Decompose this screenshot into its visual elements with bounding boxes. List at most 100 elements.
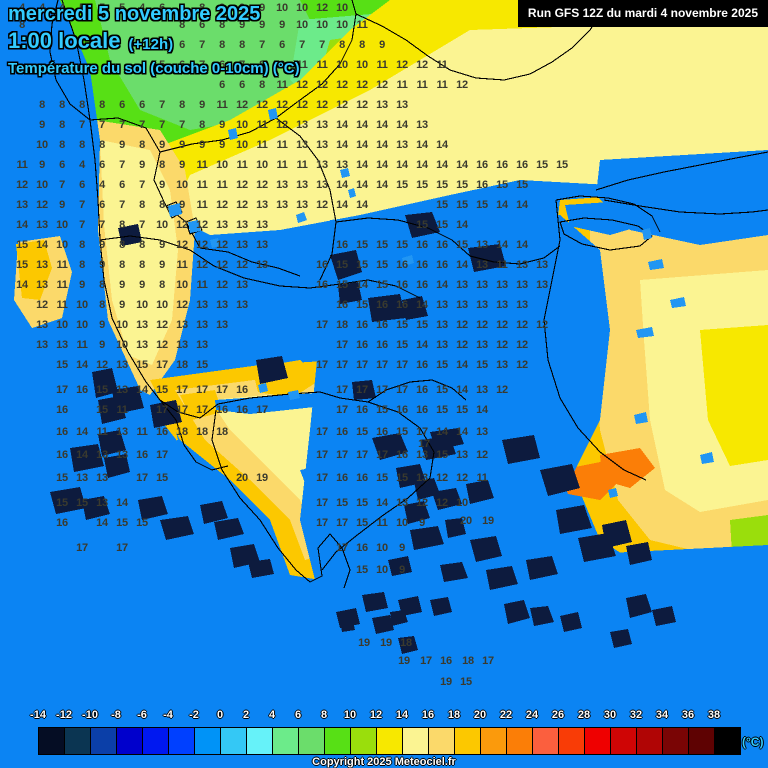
grid-temperature-value: 15 bbox=[436, 199, 448, 211]
grid-temperature-value: 12 bbox=[276, 119, 288, 131]
grid-temperature-value: 12 bbox=[36, 299, 48, 311]
legend-swatch bbox=[351, 728, 377, 754]
grid-temperature-value: 16 bbox=[436, 239, 448, 251]
legend-tick: 14 bbox=[395, 709, 409, 721]
grid-temperature-value: 16 bbox=[336, 299, 348, 311]
grid-temperature-value: 10 bbox=[296, 19, 308, 31]
grid-temperature-value: 6 bbox=[79, 179, 85, 191]
grid-temperature-value: 13 bbox=[536, 259, 548, 271]
grid-temperature-value: 4 bbox=[139, 2, 145, 14]
grid-temperature-value: 16 bbox=[416, 359, 428, 371]
grid-temperature-value: 4 bbox=[59, 2, 65, 14]
grid-temperature-value: 9 bbox=[99, 259, 105, 271]
grid-temperature-value: 16 bbox=[356, 542, 368, 554]
grid-temperature-value: 13 bbox=[476, 426, 488, 438]
legend-swatch bbox=[39, 728, 65, 754]
legend-tick: 18 bbox=[447, 709, 461, 721]
grid-temperature-value: 6 bbox=[179, 39, 185, 51]
grid-temperature-value: 6 bbox=[159, 2, 165, 14]
grid-temperature-value: 9 bbox=[179, 199, 185, 211]
grid-temperature-value: 14 bbox=[356, 159, 368, 171]
grid-temperature-value: 13 bbox=[116, 449, 128, 461]
grid-temperature-value: 8 bbox=[179, 99, 185, 111]
grid-temperature-value: 16 bbox=[416, 259, 428, 271]
legend-tick-labels: -14 -12 -10 -8 -6 -4 -2 0 2 4 6 8 10 12 14 16 18 20 22 24 26… bbox=[0, 709, 768, 725]
grid-temperature-value: 16 bbox=[396, 449, 408, 461]
grid-temperature-value: 13 bbox=[396, 497, 408, 509]
grid-temperature-value: 15 bbox=[356, 259, 368, 271]
grid-temperature-value: 16 bbox=[356, 472, 368, 484]
grid-temperature-value: 19 bbox=[398, 655, 410, 667]
grid-temperature-value: 12 bbox=[356, 99, 368, 111]
grid-temperature-value: 14 bbox=[36, 239, 48, 251]
grid-temperature-value: 11 bbox=[276, 79, 288, 91]
grid-temperature-value: 12 bbox=[456, 319, 468, 331]
grid-temperature-value: 6 bbox=[219, 59, 225, 71]
legend-tick: 32 bbox=[629, 709, 643, 721]
temperature-map[interactable]: 4 4 4 5 5 5 4 6 7 8 9 9 9 10 10 12 10 8 8 6 8 9 9 9 10 10 10 11 5 6 7 8… bbox=[0, 0, 768, 705]
grid-temperature-value: 15 bbox=[476, 359, 488, 371]
grid-temperature-value: 9 bbox=[139, 279, 145, 291]
grid-temperature-value: 8 bbox=[39, 99, 45, 111]
grid-temperature-value: 9 bbox=[39, 119, 45, 131]
grid-temperature-value: 12 bbox=[416, 59, 428, 71]
legend-tick: -4 bbox=[163, 709, 173, 721]
grid-temperature-value: 15 bbox=[376, 472, 388, 484]
grid-temperature-value: 14 bbox=[456, 159, 468, 171]
grid-temperature-value: 15 bbox=[556, 159, 568, 171]
grid-temperature-value: 15 bbox=[136, 517, 148, 529]
grid-temperature-value: 10 bbox=[456, 497, 468, 509]
grid-temperature-value: 13 bbox=[256, 219, 268, 231]
grid-temperature-value: 9 bbox=[119, 299, 125, 311]
legend-tick: -8 bbox=[111, 709, 121, 721]
forecast-date-label: mercredi 5 novembre 2025 bbox=[8, 3, 261, 25]
grid-temperature-value: 11 bbox=[176, 259, 188, 271]
grid-temperature-value: 13 bbox=[216, 319, 228, 331]
grid-temperature-value: 8 bbox=[179, 19, 185, 31]
grid-temperature-value: 10 bbox=[336, 2, 348, 14]
grid-temperature-value: 9 bbox=[399, 564, 405, 576]
grid-temperature-value: 16 bbox=[236, 384, 248, 396]
grid-temperature-value: 12 bbox=[276, 99, 288, 111]
grid-temperature-value: 17 bbox=[356, 384, 368, 396]
grid-temperature-value: 12 bbox=[176, 219, 188, 231]
grid-temperature-value: 8 bbox=[119, 219, 125, 231]
grid-temperature-value: 9 bbox=[239, 2, 245, 14]
grid-temperature-value: 13 bbox=[476, 239, 488, 251]
legend-swatch bbox=[689, 728, 715, 754]
grid-temperature-value: 13 bbox=[436, 299, 448, 311]
grid-temperature-value: 12 bbox=[456, 472, 468, 484]
grid-temperature-value: 12 bbox=[516, 359, 528, 371]
grid-temperature-value: 9 bbox=[179, 159, 185, 171]
grid-temperature-value: 11 bbox=[496, 259, 508, 271]
grid-temperature-value: 15 bbox=[356, 497, 368, 509]
grid-temperature-value: 13 bbox=[36, 219, 48, 231]
grid-temperature-value: 17 bbox=[316, 517, 328, 529]
grid-temperature-value: 15 bbox=[416, 179, 428, 191]
grid-temperature-value: 7 bbox=[79, 119, 85, 131]
grid-temperature-value: 17 bbox=[196, 384, 208, 396]
legend-swatch bbox=[273, 728, 299, 754]
grid-temperature-value: 13 bbox=[56, 339, 68, 351]
map-graphic bbox=[14, 0, 768, 690]
grid-temperature-value: 6 bbox=[219, 79, 225, 91]
grid-temperature-value: 9 bbox=[39, 159, 45, 171]
legend-tick: 2 bbox=[242, 709, 250, 721]
grid-temperature-value: 15 bbox=[136, 359, 148, 371]
grid-temperature-value: 4 bbox=[79, 159, 85, 171]
grid-temperature-value: 8 bbox=[99, 279, 105, 291]
grid-temperature-value: 15 bbox=[536, 159, 548, 171]
grid-temperature-value: 12 bbox=[436, 497, 448, 509]
grid-temperature-value: 13 bbox=[236, 219, 248, 231]
grid-temperature-value: 11 bbox=[396, 79, 408, 91]
grid-temperature-value: 15 bbox=[376, 279, 388, 291]
grid-temperature-value: 17 bbox=[316, 359, 328, 371]
grid-temperature-value: 15 bbox=[396, 239, 408, 251]
grid-temperature-value: 17 bbox=[376, 384, 388, 396]
grid-temperature-value: 14 bbox=[356, 199, 368, 211]
grid-temperature-value: 14 bbox=[396, 159, 408, 171]
legend-swatch bbox=[533, 728, 559, 754]
grid-temperature-value: 17 bbox=[356, 449, 368, 461]
grid-temperature-value: 11 bbox=[276, 159, 288, 171]
legend-tick: 26 bbox=[551, 709, 565, 721]
